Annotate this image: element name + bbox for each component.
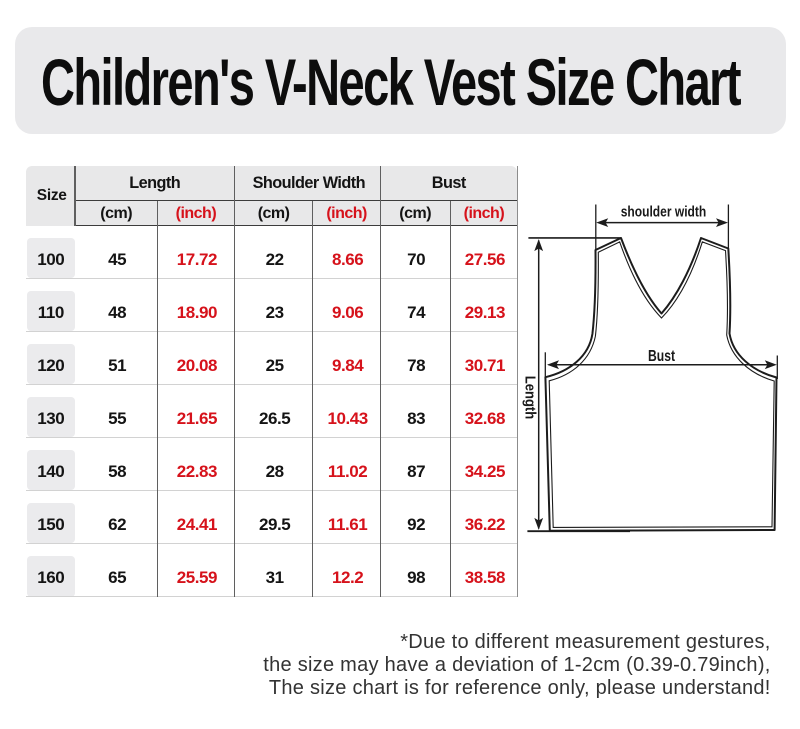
svg-text:Length: Length (521, 376, 538, 420)
svg-text:Bust: Bust (648, 348, 675, 365)
svg-text:shoulder width: shoulder width (621, 204, 707, 221)
